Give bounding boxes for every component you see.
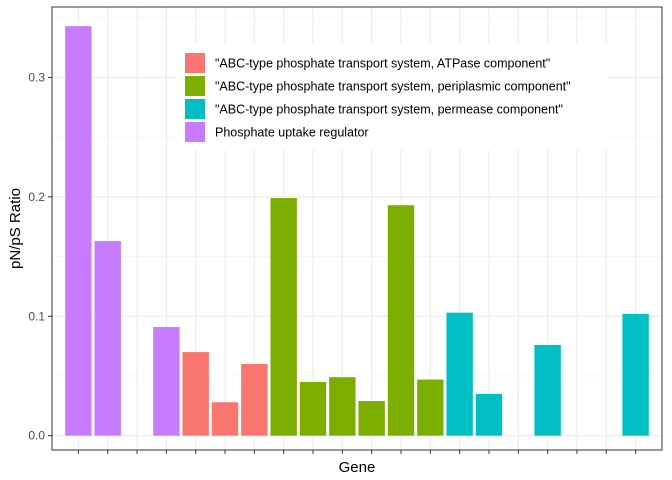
legend-label: "ABC-type phosphate transport system, AT… [215,57,550,71]
legend: "ABC-type phosphate transport system, AT… [176,44,608,150]
y-tick-label: 0.1 [28,309,45,323]
legend-key [185,76,205,96]
y-axis-title: pN/pS Ratio [7,188,24,269]
x-axis [77,450,637,454]
bar [65,26,92,436]
bar [417,379,444,436]
legend-key [185,122,205,142]
bar [534,344,561,436]
bar [475,393,503,436]
bar [329,377,356,436]
legend-background [176,44,608,150]
bar [94,241,121,436]
bar [241,364,268,436]
bars [65,26,649,436]
y-tick-label: 0.0 [28,429,45,443]
legend-label: Phosphate uptake regulator [215,126,369,140]
bar [387,205,415,436]
y-axis: 0.0 0.1 0.2 0.3 [28,70,52,443]
bar [182,352,209,436]
panel-border [51,6,663,451]
bar [446,312,473,436]
legend-key [185,99,205,119]
bar [358,401,385,436]
legend-key [185,53,205,73]
bar [299,381,327,436]
bar [153,327,180,436]
bar [270,198,297,436]
legend-label: "ABC-type phosphate transport system, pe… [215,103,563,117]
bar [211,402,239,436]
y-tick-label: 0.2 [28,190,45,204]
x-axis-title: Gene [339,459,376,476]
legend-label: "ABC-type phosphate transport system, pe… [215,80,571,94]
bar [622,313,649,436]
y-tick-label: 0.3 [28,70,45,84]
